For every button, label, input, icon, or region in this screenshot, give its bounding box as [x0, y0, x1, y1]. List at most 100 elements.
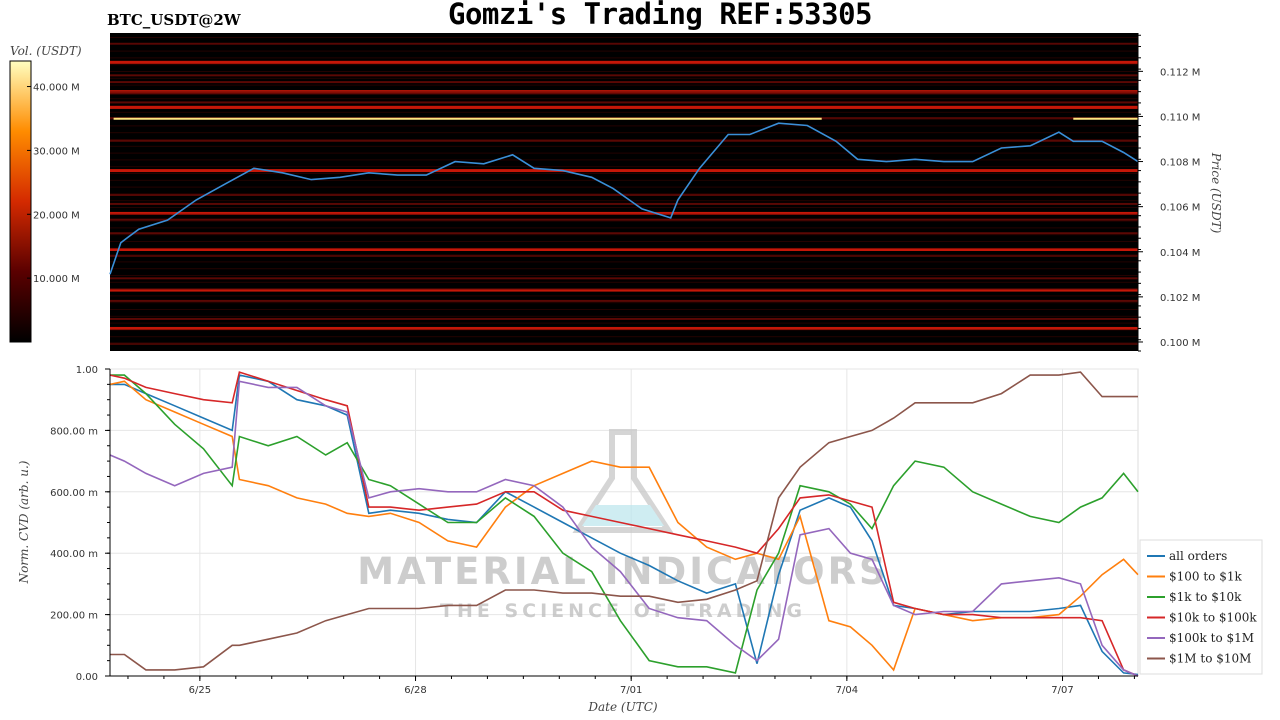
flask-icon [572, 429, 674, 533]
liquidity-band [110, 277, 1138, 280]
price-tick-label: 0.108 M [1160, 158, 1200, 169]
liquidity-band [110, 247, 1138, 249]
liquidity-band [110, 281, 1138, 283]
liquidity-band [110, 81, 1138, 84]
watermark-main: MATERIAL INDICATORS [357, 550, 888, 593]
cvd-y-tick-label: 1.00 [76, 365, 98, 376]
liquidity-band [110, 139, 1138, 140]
liquidity-band [110, 343, 1138, 344]
legend-label: all orders [1169, 549, 1227, 563]
price-tick-label: 0.106 M [1160, 203, 1200, 214]
liquidity-band [110, 202, 1138, 205]
cvd-x-tick-label: 7/01 [620, 685, 642, 696]
colorbar-tick-label: 20.000 M [33, 210, 80, 221]
liquidity-band [110, 101, 1138, 104]
liquidity-band [110, 132, 1138, 134]
liquidity-band [110, 336, 1138, 338]
liquidity-band [110, 193, 1138, 195]
cvd-y-tick-label: 200.00 m [50, 611, 98, 622]
liquidity-band [110, 261, 1138, 263]
liquidity-band [110, 241, 1138, 242]
liquidity-band [110, 275, 1138, 276]
watermark: MATERIAL INDICATORS THE SCIENCE OF TRADI… [357, 429, 888, 622]
liquidity-band [110, 232, 1138, 235]
legend-label: $1k to $10k [1169, 590, 1242, 604]
liquidity-band [110, 42, 1138, 45]
cvd-y-tick-label: 600.00 m [50, 488, 98, 499]
colorbar-tick-label: 30.000 M [33, 146, 80, 157]
flask-liquid-icon [582, 505, 664, 526]
liquidity-band [110, 322, 1138, 324]
liquidity-band [110, 254, 1138, 257]
colorbar [9, 60, 32, 343]
liquidity-band [110, 315, 1138, 317]
price-tick-label: 0.110 M [1160, 112, 1200, 123]
liquidity-band [110, 186, 1138, 188]
liquidity-band [110, 295, 1138, 297]
liquidity-band [110, 57, 1138, 59]
liquidity-band [110, 92, 1138, 95]
price-tick-label: 0.112 M [1160, 67, 1200, 78]
liquidity-band [110, 288, 1138, 290]
liquidity-band [110, 84, 1138, 86]
series-line [110, 374, 1139, 674]
chart-title: Gomzi's Trading REF:53305 [448, 0, 873, 31]
liquidity-band [110, 326, 1138, 330]
liquidity-band [110, 37, 1138, 38]
liquidity-band [110, 111, 1138, 113]
liquidity-band [110, 248, 1138, 252]
price-tick-label: 0.104 M [1160, 248, 1200, 259]
liquidity-band [110, 179, 1138, 181]
colorbar-label: Vol. (USDT) [10, 44, 82, 58]
liquidity-band [110, 329, 1138, 331]
liquidity-band [110, 166, 1138, 168]
liquidity-band [110, 105, 1138, 109]
price-tick-label: 0.100 M [1160, 338, 1200, 349]
legend-label: $1M to $10M [1169, 652, 1251, 666]
liquidity-band [110, 159, 1138, 161]
legend [1139, 539, 1263, 675]
cvd-y-tick-label: 800.00 m [50, 426, 98, 437]
liquidity-band [110, 309, 1138, 310]
series-line [109, 380, 1139, 677]
liquidity-band [110, 211, 1138, 215]
liquidity-band [110, 105, 1138, 106]
liquidity-band [110, 43, 1138, 45]
liquidity-band [110, 64, 1138, 66]
cvd-y-label: Norm. CVD (arb. u.) [17, 460, 31, 584]
liquidity-band [110, 60, 1138, 64]
cvd-x-label: Date (UTC) [587, 700, 657, 714]
liquidity-band [110, 71, 1138, 72]
cvd-x-tick-label: 7/07 [1051, 685, 1073, 696]
price-tick-label: 0.102 M [1160, 293, 1200, 304]
liquidity-band [110, 193, 1138, 196]
colorbar-tick-label: 40.000 M [33, 83, 80, 94]
liquidity-band [110, 207, 1138, 208]
liquidity-band [110, 213, 1138, 215]
legend-label: $10k to $100k [1169, 611, 1257, 625]
cvd-y-tick-label: 400.00 m [50, 549, 98, 560]
cvd-x-tick-label: 6/28 [404, 685, 426, 696]
liquidity-band [110, 299, 1138, 302]
colorbar-tick-label: 10.000 M [33, 274, 80, 285]
liquidity-band [110, 173, 1138, 174]
liquidity-band [110, 91, 1138, 93]
liquidity-band [110, 317, 1138, 320]
liquidity-band [110, 139, 1138, 142]
legend-label: $100 to $1k [1169, 570, 1242, 584]
heatmap-panel [110, 33, 1138, 351]
liquidity-band [110, 50, 1138, 52]
liquidity-band [110, 268, 1138, 270]
series-line [109, 371, 1139, 677]
cvd-x-tick-label: 7/04 [836, 685, 858, 696]
liquidity-band [110, 288, 1138, 292]
liquidity-band [110, 125, 1138, 127]
price-axis-label: Price (USDT) [1209, 152, 1223, 234]
liquidity-band [110, 145, 1138, 147]
cvd-y-tick-label: 0.00 [76, 672, 98, 683]
liquidity-band [110, 302, 1138, 304]
liquidity-band [110, 218, 1138, 221]
liquidity-band [110, 234, 1138, 236]
liquidity-band [110, 77, 1138, 79]
